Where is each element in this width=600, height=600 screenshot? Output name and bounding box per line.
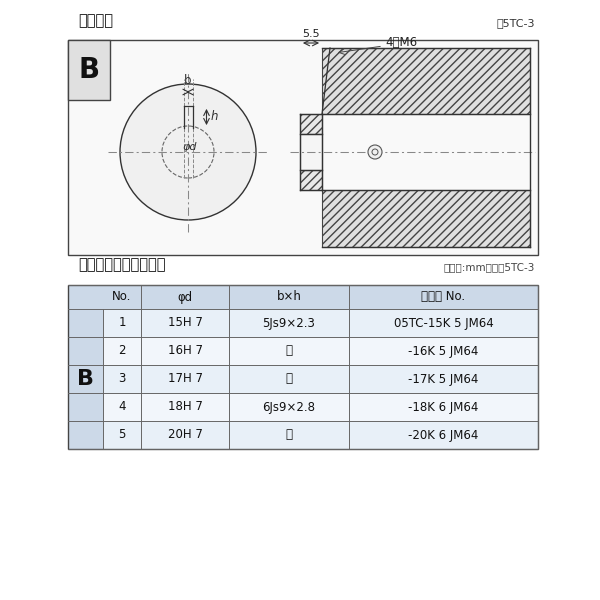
Text: 〃: 〃: [286, 344, 293, 358]
Text: φd: φd: [182, 142, 197, 152]
Text: 〃: 〃: [286, 373, 293, 385]
Text: 18H 7: 18H 7: [167, 401, 202, 413]
Text: B: B: [79, 56, 100, 84]
Text: -16K 5 JM64: -16K 5 JM64: [409, 344, 479, 358]
Text: -17K 5 JM64: -17K 5 JM64: [409, 373, 479, 385]
Circle shape: [162, 126, 214, 178]
Text: -18K 6 JM64: -18K 6 JM64: [409, 401, 479, 413]
Text: B: B: [77, 369, 94, 389]
Bar: [300, 134, 322, 170]
Text: 16H 7: 16H 7: [167, 344, 203, 358]
Bar: [103, 365, 538, 393]
Bar: [322, 190, 530, 247]
Text: -20K 6 JM64: -20K 6 JM64: [409, 428, 479, 442]
Bar: [300, 114, 322, 134]
Circle shape: [368, 145, 382, 159]
Text: 6Js9×2.8: 6Js9×2.8: [263, 401, 316, 413]
Text: 5.5: 5.5: [302, 29, 320, 39]
Text: 1: 1: [118, 317, 126, 329]
Text: 20H 7: 20H 7: [167, 428, 202, 442]
Bar: [103, 309, 538, 337]
Text: 〃: 〃: [286, 428, 293, 442]
Bar: [68, 285, 538, 449]
Text: b×h: b×h: [277, 290, 301, 304]
Text: 17H 7: 17H 7: [167, 373, 203, 385]
Circle shape: [120, 84, 256, 220]
Bar: [300, 170, 322, 190]
Text: （単位:mm）　表5TC-3: （単位:mm） 表5TC-3: [443, 262, 535, 272]
Text: 05TC-15K 5 JM64: 05TC-15K 5 JM64: [394, 317, 493, 329]
Text: 3: 3: [118, 373, 125, 385]
Text: 4－M6: 4－M6: [385, 37, 417, 49]
Bar: [103, 393, 538, 421]
Text: 5: 5: [118, 428, 125, 442]
Bar: [68, 40, 538, 255]
Bar: [322, 48, 530, 114]
Text: 5Js9×2.3: 5Js9×2.3: [263, 317, 316, 329]
Bar: [68, 285, 103, 449]
Text: 軸穴形状: 軸穴形状: [78, 13, 113, 28]
Text: コード No.: コード No.: [421, 290, 466, 304]
Text: φd: φd: [178, 290, 193, 304]
Bar: [68, 285, 538, 309]
Text: b: b: [184, 74, 192, 87]
Text: 15H 7: 15H 7: [167, 317, 202, 329]
Text: 図5TC-3: 図5TC-3: [497, 18, 535, 28]
Text: No.: No.: [112, 290, 131, 304]
Text: h: h: [211, 109, 218, 122]
Bar: [68, 40, 110, 100]
Text: 4: 4: [118, 401, 126, 413]
Text: 軸穴形状コード一覧表: 軸穴形状コード一覧表: [78, 257, 166, 272]
Bar: [103, 421, 538, 449]
Bar: [103, 337, 538, 365]
Text: 2: 2: [118, 344, 126, 358]
